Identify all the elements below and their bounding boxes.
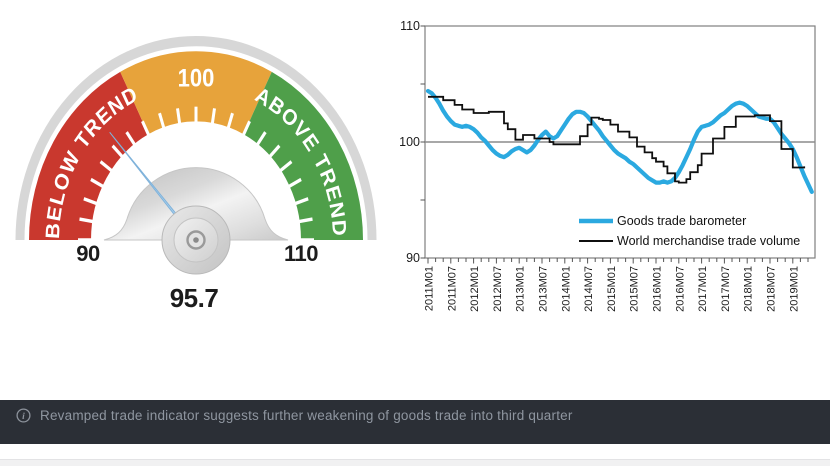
legend-label-barometer: Goods trade barometer [617,214,746,228]
gauge-max-label: 110 [284,241,318,266]
gauge-tick [125,131,142,156]
caption-text: Revamped trade indicator suggests furthe… [40,408,573,423]
gauge-tick [158,112,169,140]
x-tick-label: 2017M01 [697,266,709,312]
x-tick-label: 2019M01 [788,266,800,312]
bottom-strip [0,459,830,466]
caption-bar: i Revamped trade indicator suggests furt… [0,400,830,444]
y-tick-label-110: 110 [400,19,420,33]
trade-barometer-gauge: BELOW TREND ABOVE TREND 100 90 110 95.7 [0,4,392,316]
legend-label-trade-volume: World merchandise trade volume [617,234,800,248]
gauge-tick [237,120,251,147]
axis-ticks [420,25,809,264]
trend-chart-figure: 2011M01 2011M07 2012M01 2012M07 2013M01 2013M… [395,14,830,314]
x-tick-label: 2011M01 [424,266,436,311]
x-tick-label: 2018M07 [766,266,778,312]
x-tick-label: 2012M01 [469,266,481,312]
x-tick-label: 2018M01 [743,266,755,312]
x-tick-label: 2014M07 [583,266,595,312]
gauge-tick [271,160,293,179]
gauge-tick [261,144,281,167]
x-tick-label: 2011M07 [446,266,458,311]
gauge-tick [288,217,313,226]
y-tick-label-100: 100 [399,135,420,149]
gauge-tick [111,144,131,167]
gauge-outer-ring [15,36,377,241]
x-tick-label: 2015M07 [629,266,641,312]
gauge-tick [209,108,216,136]
x-tick-label: 2015M01 [606,266,618,312]
series-line-goods-trade-barometer [425,88,814,194]
gauge-segment-mid [120,51,272,135]
series-lines [425,88,814,194]
gauge-tick [141,120,155,147]
gauge-hub-dot [193,237,199,243]
series-line-world-merchandise-trade-volume [428,95,806,184]
y-tick-label-90: 90 [406,251,420,265]
gauge-tick [176,108,183,136]
x-axis-labels: 2011M01 2011M07 2012M01 2012M07 2013M01 2013M… [424,266,801,312]
gauge-value-label: 95.7 [170,283,219,313]
gauge-svg: BELOW TREND ABOVE TREND 100 90 110 95.7 [15,36,377,313]
svg-text:i: i [22,412,25,422]
gauge-tick [284,197,309,209]
x-tick-label: 2016M07 [674,266,686,312]
x-tick-label: 2016M01 [652,266,664,312]
gauge-segment-below-trend [29,71,150,242]
x-tick-label: 2013M01 [515,266,527,312]
x-tick-label: 2012M07 [492,266,504,312]
x-tick-label: 2014M01 [560,266,572,312]
gauge-tick [250,131,267,156]
x-tick-label: 2013M07 [538,266,550,312]
gauge-tick [90,177,113,194]
trend-chart-svg: 2011M01 2011M07 2012M01 2012M07 2013M01 2013M… [399,19,816,312]
gauge-tick [279,177,302,194]
info-icon: i [16,408,31,423]
gauge-dome [103,167,289,241]
x-tick-label: 2017M07 [720,266,732,312]
gauge-tick [79,217,104,226]
gauge-min-label: 90 [76,241,100,266]
gauge-tick [99,160,121,179]
legend: Goods trade barometer World merchandise … [579,214,800,248]
gauge-mid-label: 100 [178,64,215,92]
gauge-tick-marks [78,106,314,242]
gauge-tick [83,197,108,209]
gauge-segment-above-trend [242,71,363,242]
gauge-tick [223,112,234,140]
